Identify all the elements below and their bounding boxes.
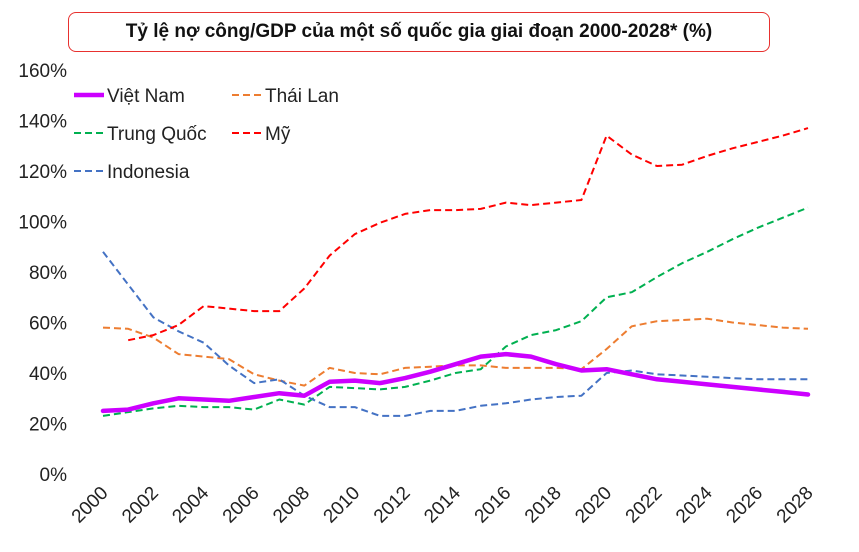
x-tick-label: 2026 [722, 483, 767, 528]
legend-label: Trung Quốc [107, 124, 207, 145]
x-tick-label: 2002 [118, 483, 163, 528]
x-tick-label: 2020 [571, 483, 616, 528]
x-tick-label: 2000 [68, 483, 113, 528]
y-tick-label: 120% [18, 162, 67, 183]
x-tick-label: 2018 [521, 483, 566, 528]
series-line-1 [102, 317, 809, 387]
y-tick-label: 140% [18, 112, 67, 133]
x-tick-label: 2014 [420, 482, 465, 527]
x-axis-ticks: 2000 2002 2004 2006 2008 2010 2012 2014 2016 2018… [68, 482, 818, 527]
y-tick-label: 0% [40, 465, 68, 486]
y-axis-ticks: 0% 20% 40% 60% 80% 100% 120% 140% 160% [18, 61, 67, 486]
series-lines [100, 127, 811, 417]
legend-label: Mỹ [265, 124, 291, 145]
x-tick-label: 2010 [320, 483, 365, 528]
y-tick-label: 80% [29, 263, 67, 284]
x-tick-label: 2024 [672, 482, 717, 527]
x-tick-label: 2008 [269, 483, 314, 528]
series-line-0 [100, 351, 811, 414]
x-tick-label: 2006 [219, 483, 264, 528]
y-tick-label: 100% [18, 213, 67, 234]
series-line-2 [102, 206, 809, 417]
legend: Việt Nam Thái Lan Trung Quốc Mỹ Indonesia [74, 86, 339, 183]
y-tick-label: 20% [29, 415, 67, 436]
legend-label: Indonesia [107, 162, 190, 183]
series-line-4 [102, 251, 808, 417]
y-tick-label: 160% [18, 61, 67, 82]
x-tick-label: 2012 [370, 483, 415, 528]
x-tick-label: 2004 [169, 482, 214, 527]
y-tick-label: 60% [29, 314, 67, 335]
x-tick-label: 2028 [773, 483, 818, 528]
legend-label: Việt Nam [107, 86, 185, 107]
x-tick-label: 2022 [622, 483, 667, 528]
x-tick-label: 2016 [471, 483, 516, 528]
legend-label: Thái Lan [265, 86, 339, 107]
chart-title: Tỷ lệ nợ công/GDP của một số quốc gia gi… [68, 12, 770, 52]
series-line-3 [128, 127, 809, 342]
y-tick-label: 40% [29, 364, 67, 385]
